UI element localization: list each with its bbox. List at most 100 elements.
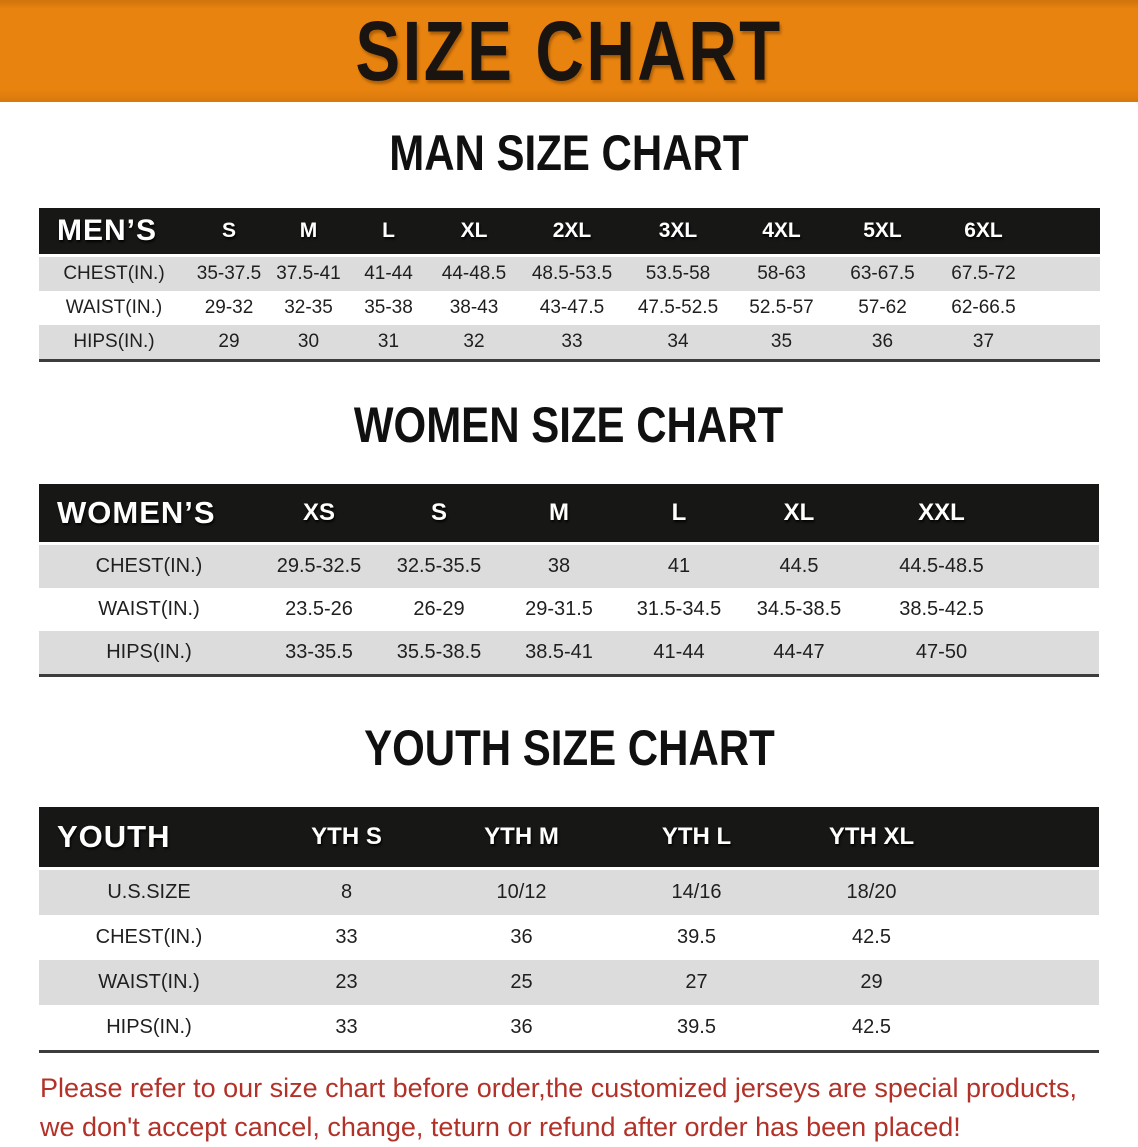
size-value-cell: 36: [434, 1005, 609, 1052]
size-value-cell: 48.5-53.5: [519, 255, 625, 291]
size-value-cell: 52.5-57: [731, 291, 832, 325]
size-value-cell: 14/16: [609, 868, 784, 915]
youth-section: YOUTH SIZE CHART YOUTH YTH S YTH M YTH L YTH…: [0, 723, 1138, 1053]
column-header-cell: YTH XL: [784, 807, 959, 870]
size-value-cell: 34.5-38.5: [739, 588, 859, 631]
row-label-cell: HIPS(IN.): [39, 631, 259, 676]
size-value-cell: 36: [832, 325, 933, 361]
column-header-cell: S: [379, 484, 499, 545]
column-header-cell: XL: [429, 208, 519, 257]
size-value-cell: 33: [519, 325, 625, 361]
filler-cell: [1034, 255, 1100, 291]
size-value-cell: 44.5: [739, 543, 859, 588]
table-row: CHEST(IN.) 29.5-32.5 32.5-35.5 38 41 44.5 44.5…: [39, 543, 1099, 588]
size-value-cell: 32-35: [269, 291, 348, 325]
size-value-cell: 32: [429, 325, 519, 361]
size-value-cell: 33: [259, 1005, 434, 1052]
size-value-cell: 29.5-32.5: [259, 543, 379, 588]
size-value-cell: 41-44: [348, 255, 429, 291]
column-header-cell: YTH M: [434, 807, 609, 870]
size-value-cell: 36: [434, 915, 609, 960]
size-value-cell: 67.5-72: [933, 255, 1034, 291]
table-row: WAIST(IN.) 23.5-26 26-29 29-31.5 31.5-34.5 34…: [39, 588, 1099, 631]
size-value-cell: 26-29: [379, 588, 499, 631]
size-value-cell: 57-62: [832, 291, 933, 325]
size-value-cell: 42.5: [784, 915, 959, 960]
size-value-cell: 62-66.5: [933, 291, 1034, 325]
size-value-cell: 47.5-52.5: [625, 291, 731, 325]
youth-section-heading: YOUTH SIZE CHART: [0, 723, 1138, 783]
filler-cell: [959, 807, 1099, 870]
column-header-cell: 2XL: [519, 208, 625, 257]
size-value-cell: 63-67.5: [832, 255, 933, 291]
column-header-cell: 4XL: [731, 208, 832, 257]
size-value-cell: 44-47: [739, 631, 859, 676]
table-corner-label: WOMEN’S: [39, 484, 259, 545]
youth-heading-text: YOUTH SIZE CHART: [363, 720, 775, 776]
table-corner-label: YOUTH: [39, 807, 259, 870]
column-header-cell: 6XL: [933, 208, 1034, 257]
row-label-cell: CHEST(IN.): [39, 543, 259, 588]
size-value-cell: 29: [189, 325, 269, 361]
header-row: WOMEN’S XS S M L XL XXL: [39, 484, 1099, 545]
size-value-cell: 41: [619, 543, 739, 588]
filler-cell: [1024, 631, 1099, 676]
size-value-cell: 38.5-42.5: [859, 588, 1024, 631]
size-value-cell: 37.5-41: [269, 255, 348, 291]
women-section: WOMEN SIZE CHART WOMEN’S XS S M L XL XXL CHEST(…: [0, 400, 1138, 677]
size-value-cell: 37: [933, 325, 1034, 361]
size-value-cell: 53.5-58: [625, 255, 731, 291]
filler-cell: [959, 868, 1099, 915]
size-value-cell: 31.5-34.5: [619, 588, 739, 631]
men-section: MAN SIZE CHART MEN’S S M L XL 2XL 3XL 4XL 5XL 6XL…: [0, 128, 1138, 362]
filler-cell: [1034, 208, 1100, 257]
women-size-table: WOMEN’S XS S M L XL XXL CHEST(IN.) 29.5-32.5 32.5…: [39, 484, 1099, 677]
size-value-cell: 38: [499, 543, 619, 588]
size-value-cell: 25: [434, 960, 609, 1005]
size-value-cell: 33: [259, 915, 434, 960]
column-header-cell: S: [189, 208, 269, 257]
size-value-cell: 44.5-48.5: [859, 543, 1024, 588]
filler-cell: [1024, 484, 1099, 545]
size-value-cell: 35: [731, 325, 832, 361]
size-value-cell: 41-44: [619, 631, 739, 676]
women-heading-text: WOMEN SIZE CHART: [354, 397, 784, 453]
disclaimer: Please refer to our size chart before or…: [40, 1069, 1138, 1147]
column-header-cell: M: [499, 484, 619, 545]
size-value-cell: 39.5: [609, 915, 784, 960]
table-corner-label: MEN’S: [39, 208, 189, 257]
header-row: MEN’S S M L XL 2XL 3XL 4XL 5XL 6XL: [39, 208, 1100, 257]
filler-cell: [959, 1005, 1099, 1052]
table-row: WAIST(IN.) 29-32 32-35 35-38 38-43 43-47.5 47.…: [39, 291, 1100, 325]
size-value-cell: 42.5: [784, 1005, 959, 1052]
size-value-cell: 33-35.5: [259, 631, 379, 676]
column-header-cell: L: [619, 484, 739, 545]
column-header-cell: 5XL: [832, 208, 933, 257]
size-value-cell: 29-32: [189, 291, 269, 325]
size-value-cell: 47-50: [859, 631, 1024, 676]
size-value-cell: 39.5: [609, 1005, 784, 1052]
men-heading-text: MAN SIZE CHART: [389, 125, 749, 181]
size-value-cell: 43-47.5: [519, 291, 625, 325]
filler-cell: [1034, 325, 1100, 361]
column-header-cell: YTH L: [609, 807, 784, 870]
row-label-cell: U.S.SIZE: [39, 868, 259, 915]
row-label-cell: WAIST(IN.): [39, 588, 259, 631]
size-value-cell: 18/20: [784, 868, 959, 915]
banner-title: SIZE CHART: [355, 4, 783, 98]
size-value-cell: 29: [784, 960, 959, 1005]
filler-cell: [959, 960, 1099, 1005]
disclaimer-line-1: Please refer to our size chart before or…: [40, 1073, 1078, 1103]
size-value-cell: 34: [625, 325, 731, 361]
youth-size-table: YOUTH YTH S YTH M YTH L YTH XL U.S.SIZE 8 10/12…: [39, 807, 1099, 1053]
filler-cell: [959, 915, 1099, 960]
column-header-cell: M: [269, 208, 348, 257]
size-value-cell: 29-31.5: [499, 588, 619, 631]
filler-cell: [1024, 543, 1099, 588]
size-value-cell: 31: [348, 325, 429, 361]
size-value-cell: 10/12: [434, 868, 609, 915]
filler-cell: [1034, 291, 1100, 325]
size-value-cell: 58-63: [731, 255, 832, 291]
size-value-cell: 8: [259, 868, 434, 915]
men-section-heading: MAN SIZE CHART: [0, 128, 1138, 188]
